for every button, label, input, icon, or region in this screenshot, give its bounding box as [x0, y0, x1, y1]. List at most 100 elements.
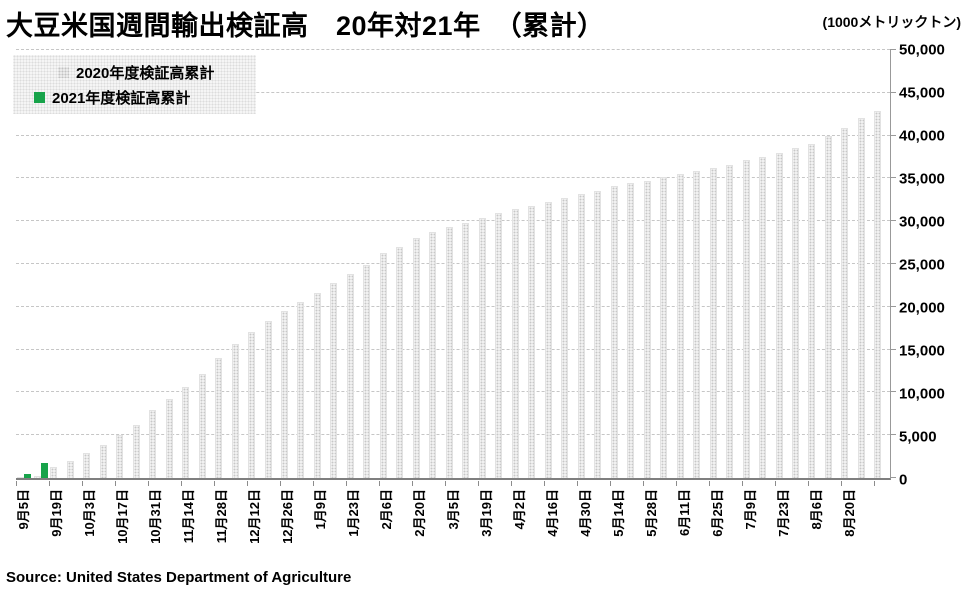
x-axis-tick [643, 481, 645, 486]
x-tick-label: 2月6日 [379, 489, 395, 530]
y-tick-label: 45,000 [899, 84, 945, 102]
y-tick-label: 15,000 [899, 342, 945, 360]
bar-2020 [841, 127, 849, 478]
bar-2020 [182, 387, 190, 478]
week-cluster [49, 50, 65, 478]
x-axis-tick [874, 481, 876, 486]
gridline [16, 49, 890, 50]
bar-2020 [792, 148, 799, 478]
bar-2020 [726, 164, 734, 478]
x-tick-label: 5月14日 [610, 489, 626, 537]
bar-2020 [99, 444, 107, 478]
bar-2020 [83, 453, 91, 478]
week-cluster [214, 50, 230, 478]
legend-item-2021: 2021年度検証高累計 [13, 85, 256, 110]
bar-2020 [412, 238, 420, 478]
plot-area [16, 49, 896, 480]
x-tick-label: 11月14日 [181, 489, 197, 544]
week-cluster [115, 50, 131, 478]
x-tick-label: 10月31日 [148, 489, 164, 544]
x-axis-tick [544, 481, 546, 486]
week-cluster [708, 50, 724, 478]
bar-2020 [594, 191, 602, 478]
week-cluster [428, 50, 444, 478]
week-cluster [65, 50, 81, 478]
bar-2020 [610, 186, 618, 478]
bar-2020 [50, 467, 58, 478]
gridline [16, 434, 890, 436]
week-cluster [675, 50, 691, 478]
x-axis-tick [841, 481, 843, 486]
unit-label: (1000メトリックトン) [822, 14, 961, 30]
bar-2020 [445, 227, 453, 478]
week-cluster [527, 50, 543, 478]
x-axis-tick [742, 481, 744, 486]
week-cluster [511, 50, 527, 478]
week-cluster [626, 50, 642, 478]
bar-2020 [17, 477, 25, 478]
week-cluster [840, 50, 856, 478]
week-cluster [461, 50, 477, 478]
bar-2020 [857, 117, 865, 478]
y-axis-tick [890, 434, 896, 436]
week-cluster [774, 50, 790, 478]
week-cluster [395, 50, 411, 478]
source-note: Source: United States Department of Agri… [6, 569, 352, 586]
y-axis-tick [890, 348, 896, 350]
week-cluster [379, 50, 395, 478]
legend-swatch-2021-icon [34, 92, 45, 103]
week-cluster [824, 50, 840, 478]
legend-swatch-2020-icon [58, 67, 69, 78]
bar-2020 [149, 410, 157, 478]
y-tick-label: 5,000 [899, 428, 937, 446]
gridline [16, 305, 890, 307]
week-cluster [98, 50, 114, 478]
x-tick-label: 7月9日 [742, 489, 758, 530]
bar-2020 [297, 301, 305, 478]
bar-2020 [363, 264, 371, 478]
week-cluster [741, 50, 757, 478]
x-axis-tick [148, 481, 150, 486]
gridline [16, 391, 890, 393]
x-axis-tick [280, 481, 282, 486]
gridline [16, 177, 890, 179]
x-tick-label: 10月3日 [82, 489, 98, 537]
week-cluster [560, 50, 576, 478]
bar-2020 [33, 475, 41, 478]
week-cluster [16, 50, 32, 478]
legend-label-2021: 2021年度検証高累計 [52, 90, 191, 107]
x-tick-label: 2月20日 [412, 489, 428, 537]
bar-2020 [693, 171, 701, 478]
y-axis-tick [890, 391, 896, 393]
y-axis-tick [890, 134, 896, 136]
bar-2020 [528, 205, 536, 478]
y-tick-label: 25,000 [899, 256, 945, 274]
x-axis-tick [808, 481, 810, 486]
bar-2020 [330, 282, 338, 478]
week-cluster [32, 50, 48, 478]
x-tick-label: 9月19日 [49, 489, 65, 537]
x-axis-tick [16, 481, 17, 486]
legend: 2020年度検証高累計 2021年度検証高累計 [13, 55, 256, 114]
y-tick-label: 30,000 [899, 213, 945, 231]
bar-clusters [16, 50, 890, 478]
x-tick-label: 11月28日 [214, 489, 230, 544]
bar-2020 [280, 311, 288, 478]
week-cluster [791, 50, 807, 478]
x-axis-tick [445, 481, 447, 486]
week-cluster [362, 50, 378, 478]
x-axis-tick [247, 481, 249, 486]
x-tick-label: 12月26日 [280, 489, 296, 544]
bar-2020 [313, 293, 321, 478]
gridline [16, 91, 890, 93]
bar-2020 [495, 212, 503, 478]
week-cluster [544, 50, 560, 478]
x-tick-label: 3月19日 [478, 489, 494, 537]
week-cluster [445, 50, 461, 478]
week-cluster [148, 50, 164, 478]
bar-2020 [132, 424, 140, 478]
x-tick-label: 5月28日 [643, 489, 659, 537]
bar-2020 [709, 168, 717, 478]
x-tick-label: 6月25日 [709, 489, 725, 537]
gridline [16, 263, 890, 264]
